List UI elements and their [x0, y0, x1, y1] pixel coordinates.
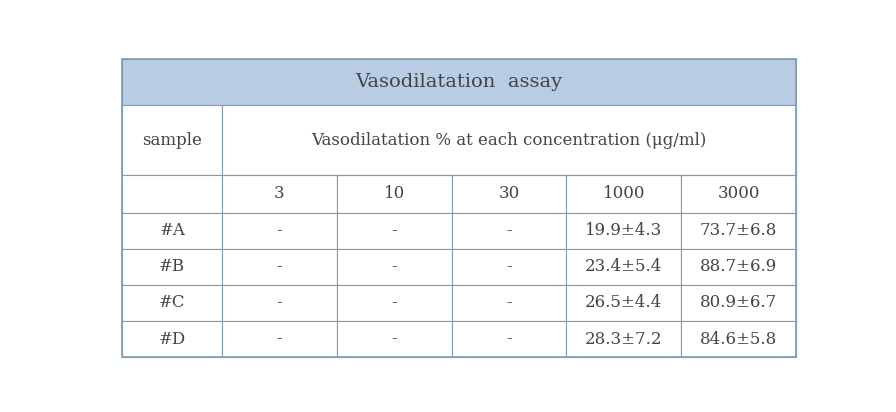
- Bar: [222, 285, 337, 321]
- Bar: [337, 249, 452, 285]
- Text: sample: sample: [142, 132, 202, 149]
- Bar: [123, 105, 222, 175]
- Text: -: -: [392, 222, 397, 239]
- Text: 88.7±6.9: 88.7±6.9: [700, 258, 777, 275]
- Text: 3000: 3000: [718, 185, 760, 202]
- Text: 30: 30: [498, 185, 520, 202]
- Text: -: -: [392, 295, 397, 311]
- Bar: [452, 321, 566, 357]
- Text: 3: 3: [274, 185, 285, 202]
- Text: 10: 10: [383, 185, 405, 202]
- Bar: [452, 285, 566, 321]
- Bar: [123, 213, 222, 249]
- Bar: [222, 249, 337, 285]
- Bar: [123, 59, 796, 105]
- Text: 73.7±6.8: 73.7±6.8: [700, 222, 778, 239]
- Text: -: -: [277, 295, 282, 311]
- Text: #B: #B: [159, 258, 185, 275]
- Text: -: -: [277, 258, 282, 275]
- Bar: [222, 213, 337, 249]
- Text: 19.9±4.3: 19.9±4.3: [585, 222, 662, 239]
- Bar: [222, 105, 796, 175]
- Text: 28.3±7.2: 28.3±7.2: [585, 330, 662, 348]
- Text: Vasodilatation  assay: Vasodilatation assay: [356, 73, 563, 91]
- Bar: [123, 249, 222, 285]
- Bar: [566, 213, 681, 249]
- Text: -: -: [392, 258, 397, 275]
- Bar: [681, 285, 796, 321]
- Bar: [566, 321, 681, 357]
- Bar: [123, 321, 222, 357]
- Bar: [452, 213, 566, 249]
- Text: -: -: [277, 330, 282, 348]
- Bar: [337, 213, 452, 249]
- Text: #C: #C: [159, 295, 185, 311]
- Text: Vasodilatation % at each concentration (μg/ml): Vasodilatation % at each concentration (…: [311, 132, 707, 149]
- Bar: [681, 213, 796, 249]
- Text: 84.6±5.8: 84.6±5.8: [700, 330, 777, 348]
- Bar: [681, 249, 796, 285]
- Text: 80.9±6.7: 80.9±6.7: [700, 295, 777, 311]
- Bar: [566, 285, 681, 321]
- Bar: [566, 249, 681, 285]
- Bar: [337, 285, 452, 321]
- Text: #A: #A: [159, 222, 185, 239]
- Text: 1000: 1000: [603, 185, 645, 202]
- Text: #D: #D: [159, 330, 185, 348]
- Bar: [566, 175, 681, 213]
- Text: 23.4±5.4: 23.4±5.4: [585, 258, 662, 275]
- Bar: [452, 249, 566, 285]
- Bar: [222, 321, 337, 357]
- Bar: [681, 175, 796, 213]
- Text: -: -: [506, 258, 512, 275]
- Text: -: -: [277, 222, 282, 239]
- Text: -: -: [506, 295, 512, 311]
- Bar: [337, 175, 452, 213]
- Text: -: -: [506, 222, 512, 239]
- Text: -: -: [506, 330, 512, 348]
- Bar: [123, 175, 222, 213]
- Text: 26.5±4.4: 26.5±4.4: [585, 295, 662, 311]
- Bar: [452, 175, 566, 213]
- Bar: [681, 321, 796, 357]
- Text: -: -: [392, 330, 397, 348]
- Bar: [222, 175, 337, 213]
- Bar: [337, 321, 452, 357]
- Bar: [123, 285, 222, 321]
